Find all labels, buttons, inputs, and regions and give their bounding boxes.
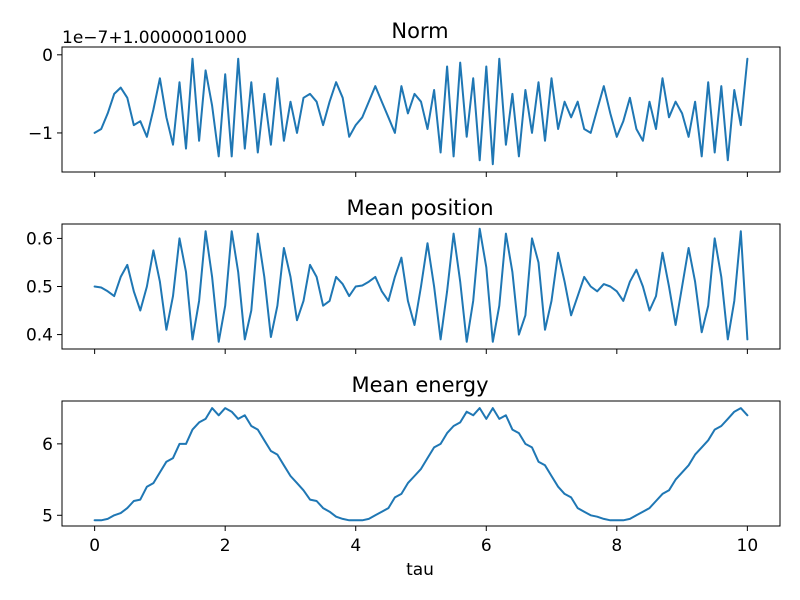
mean-energy-x-tick-label: 4	[350, 536, 361, 556]
mean-energy-x-axis-label: tau	[406, 560, 434, 580]
mean-energy-x-tick-label: 2	[220, 536, 231, 556]
norm-y-tick-label: −1	[28, 124, 53, 144]
mean-energy-y-tick-label: 6	[42, 435, 53, 455]
norm-title: Norm	[391, 19, 448, 43]
mean-energy-plot-frame	[61, 400, 781, 527]
norm-offset-label: 1e−7+1.0000001000	[62, 28, 247, 48]
norm-panel: Norm 1e−7+1.0000001000 0 −1	[28, 19, 781, 177]
mean-position-y-tick-label: 0.4	[26, 326, 53, 346]
norm-plot-frame	[61, 46, 781, 173]
mean-energy-y-tick-label: 5	[42, 506, 53, 526]
mean-energy-panel: Mean energy tau 6 5 0 2 4 6 8 10	[42, 373, 781, 580]
norm-series-line	[93, 57, 749, 166]
mean-energy-title: Mean energy	[351, 373, 488, 397]
mean-energy-x-tick-label: 6	[481, 536, 492, 556]
mean-position-y-tick-label: 0.6	[26, 229, 53, 249]
mean-energy-series-line	[93, 407, 749, 522]
mean-energy-x-tick-label: 8	[611, 536, 622, 556]
mean-energy-x-tick-label: 10	[737, 536, 759, 556]
norm-y-tick-label: 0	[42, 46, 53, 66]
mean-position-y-tick-label: 0.5	[26, 278, 53, 298]
mean-position-panel: Mean position 0.6 0.5 0.4	[26, 196, 781, 354]
mean-position-series-line	[93, 227, 749, 343]
mean-energy-x-tick-label: 0	[89, 536, 100, 556]
mean-position-title: Mean position	[346, 196, 493, 220]
